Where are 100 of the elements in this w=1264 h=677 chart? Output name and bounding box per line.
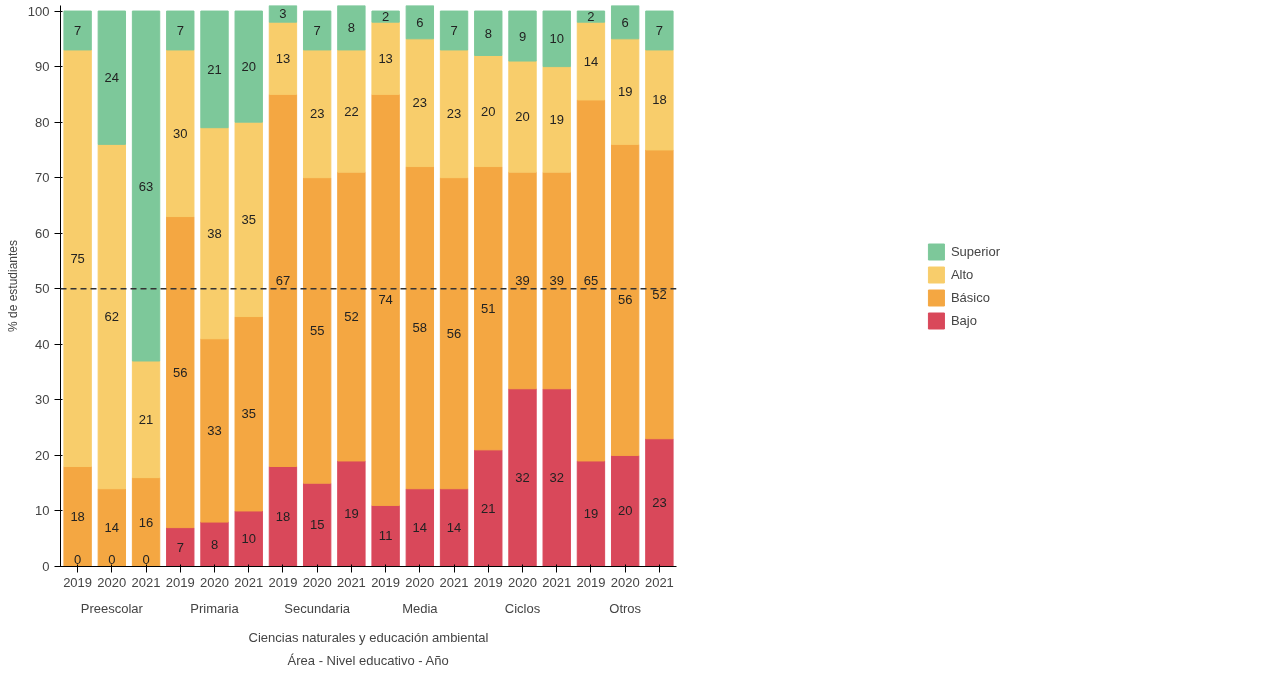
data-label: 11 — [378, 528, 393, 544]
bar — [645, 10, 674, 51]
bar — [439, 177, 469, 490]
x-tick-label: 2020 — [302, 574, 332, 590]
x-tick-label: 2020 — [508, 574, 537, 590]
data-label: 9 — [518, 28, 527, 44]
bar — [371, 93, 400, 506]
data-label: 39 — [515, 272, 530, 288]
legend-label: Bajo — [950, 312, 977, 328]
bar — [474, 166, 503, 451]
data-label: 19 — [549, 111, 564, 127]
data-label: 56 — [173, 364, 188, 380]
bar — [131, 477, 161, 567]
bar — [371, 504, 400, 567]
data-label: 8 — [210, 536, 219, 552]
bar — [200, 338, 229, 523]
data-label: 75 — [70, 250, 85, 266]
bar — [645, 149, 674, 440]
data-label: 35 — [241, 406, 256, 422]
data-label: 3 — [279, 6, 287, 22]
legend-label: Alto — [950, 266, 974, 282]
data-label: 7 — [313, 23, 321, 38]
data-label: 0 — [74, 551, 82, 567]
bar — [645, 49, 674, 151]
bar — [63, 10, 92, 51]
bar — [508, 60, 537, 173]
data-label: 23 — [652, 495, 667, 511]
x-tick-label: 2019 — [63, 574, 93, 590]
bar — [439, 10, 469, 51]
bar — [166, 527, 195, 567]
data-label: 21 — [207, 61, 222, 77]
bar — [200, 127, 229, 340]
data-label: 7 — [74, 23, 82, 38]
data-label: 56 — [617, 292, 633, 308]
bar — [610, 454, 640, 567]
bar — [508, 10, 537, 62]
bar — [337, 5, 366, 51]
data-label: 21 — [138, 411, 154, 427]
data-label: 15 — [309, 517, 325, 533]
data-label: 32 — [515, 470, 530, 486]
data-label: 7 — [176, 539, 184, 555]
x-tick-label: 2020 — [405, 574, 435, 590]
bar — [371, 10, 400, 23]
x-tick-label: 2021 — [644, 574, 674, 590]
data-label: 56 — [446, 325, 462, 341]
data-label: 20 — [241, 59, 256, 75]
data-label: 6 — [621, 14, 629, 30]
bar — [474, 449, 503, 567]
data-label: 8 — [347, 20, 356, 36]
text: Ciencias naturales y educación ambiental — [248, 629, 489, 645]
x-tick-label: 2019 — [165, 574, 195, 590]
data-label: 20 — [515, 109, 530, 125]
bar — [474, 10, 503, 56]
text: Primaria — [190, 600, 240, 616]
text: Otros — [609, 600, 642, 616]
bar — [234, 316, 263, 512]
bar — [302, 482, 332, 567]
bar — [508, 388, 537, 567]
bar — [405, 166, 435, 490]
data-label: 74 — [378, 292, 393, 308]
bar — [337, 460, 366, 567]
bar — [610, 5, 640, 40]
data-label: 19 — [344, 506, 359, 522]
data-label: 7 — [450, 23, 458, 38]
bar — [576, 460, 606, 567]
data-label: 13 — [275, 50, 291, 66]
data-label: 30 — [173, 125, 188, 141]
data-label: 52 — [344, 309, 359, 325]
data-label: 16 — [138, 514, 154, 530]
text: Preescolar — [80, 600, 144, 616]
bar — [200, 10, 229, 129]
data-label: 24 — [104, 70, 120, 86]
bar — [576, 99, 606, 462]
data-label: 19 — [617, 84, 633, 100]
data-label: 19 — [583, 506, 599, 522]
text: Media — [402, 600, 439, 616]
x-axis-title: Área - Nivel educativo - Año — [287, 652, 449, 668]
bar — [200, 521, 229, 567]
bar — [131, 360, 161, 479]
bar — [63, 49, 92, 468]
bar — [405, 488, 435, 567]
bar — [63, 466, 92, 567]
data-label: 22 — [344, 103, 359, 119]
data-label: 2 — [382, 9, 390, 25]
data-label: 65 — [583, 272, 599, 288]
bar — [337, 171, 366, 462]
data-label: 8 — [484, 25, 492, 41]
data-label: 13 — [378, 50, 393, 66]
bar — [97, 143, 127, 490]
text: Ciclos — [504, 600, 541, 616]
y-tick-label: 90 — [35, 59, 50, 75]
data-label: 20 — [481, 103, 496, 119]
bar — [302, 177, 332, 484]
bar — [234, 121, 263, 318]
data-label: 2 — [587, 9, 595, 25]
bar — [337, 49, 366, 173]
bar — [542, 66, 571, 173]
bar — [302, 10, 332, 51]
y-tick-label: 60 — [35, 225, 50, 241]
data-label: 6 — [416, 14, 424, 30]
